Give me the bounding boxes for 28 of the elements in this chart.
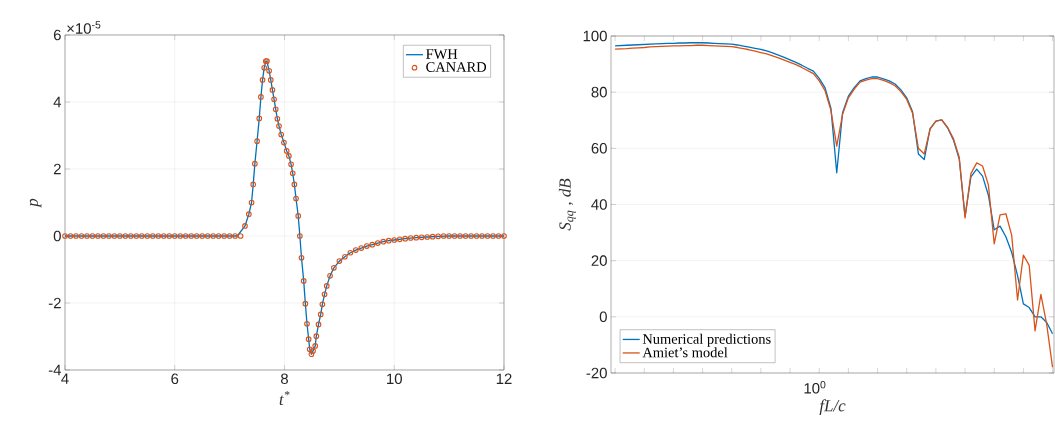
y-tick-label: 0: [53, 230, 61, 242]
legend-label: FWH: [426, 49, 458, 59]
y-tick-label: 60: [591, 143, 607, 154]
x-tick-label: 4: [61, 373, 69, 384]
x-axis-title: fL/c: [819, 399, 846, 415]
y-axis-title: p: [29, 198, 42, 208]
y-tick-label: 40: [591, 199, 607, 210]
legend-label: Numerical predictions: [642, 333, 771, 347]
text: 10$^{0}$: [804, 380, 826, 394]
x-tick-label: 10: [387, 373, 402, 385]
legend-label: CANARD: [426, 62, 487, 72]
y-tick-label: 20: [591, 255, 607, 266]
y-tick-label: 80: [591, 86, 607, 98]
y-tick-label: -2: [48, 297, 61, 309]
y-tick-label: 0: [599, 311, 607, 323]
x-tick-label: 6: [171, 373, 179, 385]
y-tick-label: 100: [583, 30, 607, 42]
legend-label: Amiet’s model: [642, 347, 728, 358]
y-tick-label: 6: [53, 29, 61, 41]
y-tick-label: -20: [586, 367, 607, 379]
y-axis-title: S$_{qq}$ , dB: [558, 178, 576, 231]
y-tick-label: 2: [53, 163, 61, 175]
x-axis-title: t$^{*}$: [279, 390, 290, 406]
x-tick-label: 8: [281, 373, 288, 385]
x-tick-label: 12: [496, 373, 512, 384]
y-tick-label: 4: [53, 96, 62, 108]
text: ×10$^{-5}$: [67, 21, 101, 34]
y-tick-label: -4: [48, 364, 62, 376]
